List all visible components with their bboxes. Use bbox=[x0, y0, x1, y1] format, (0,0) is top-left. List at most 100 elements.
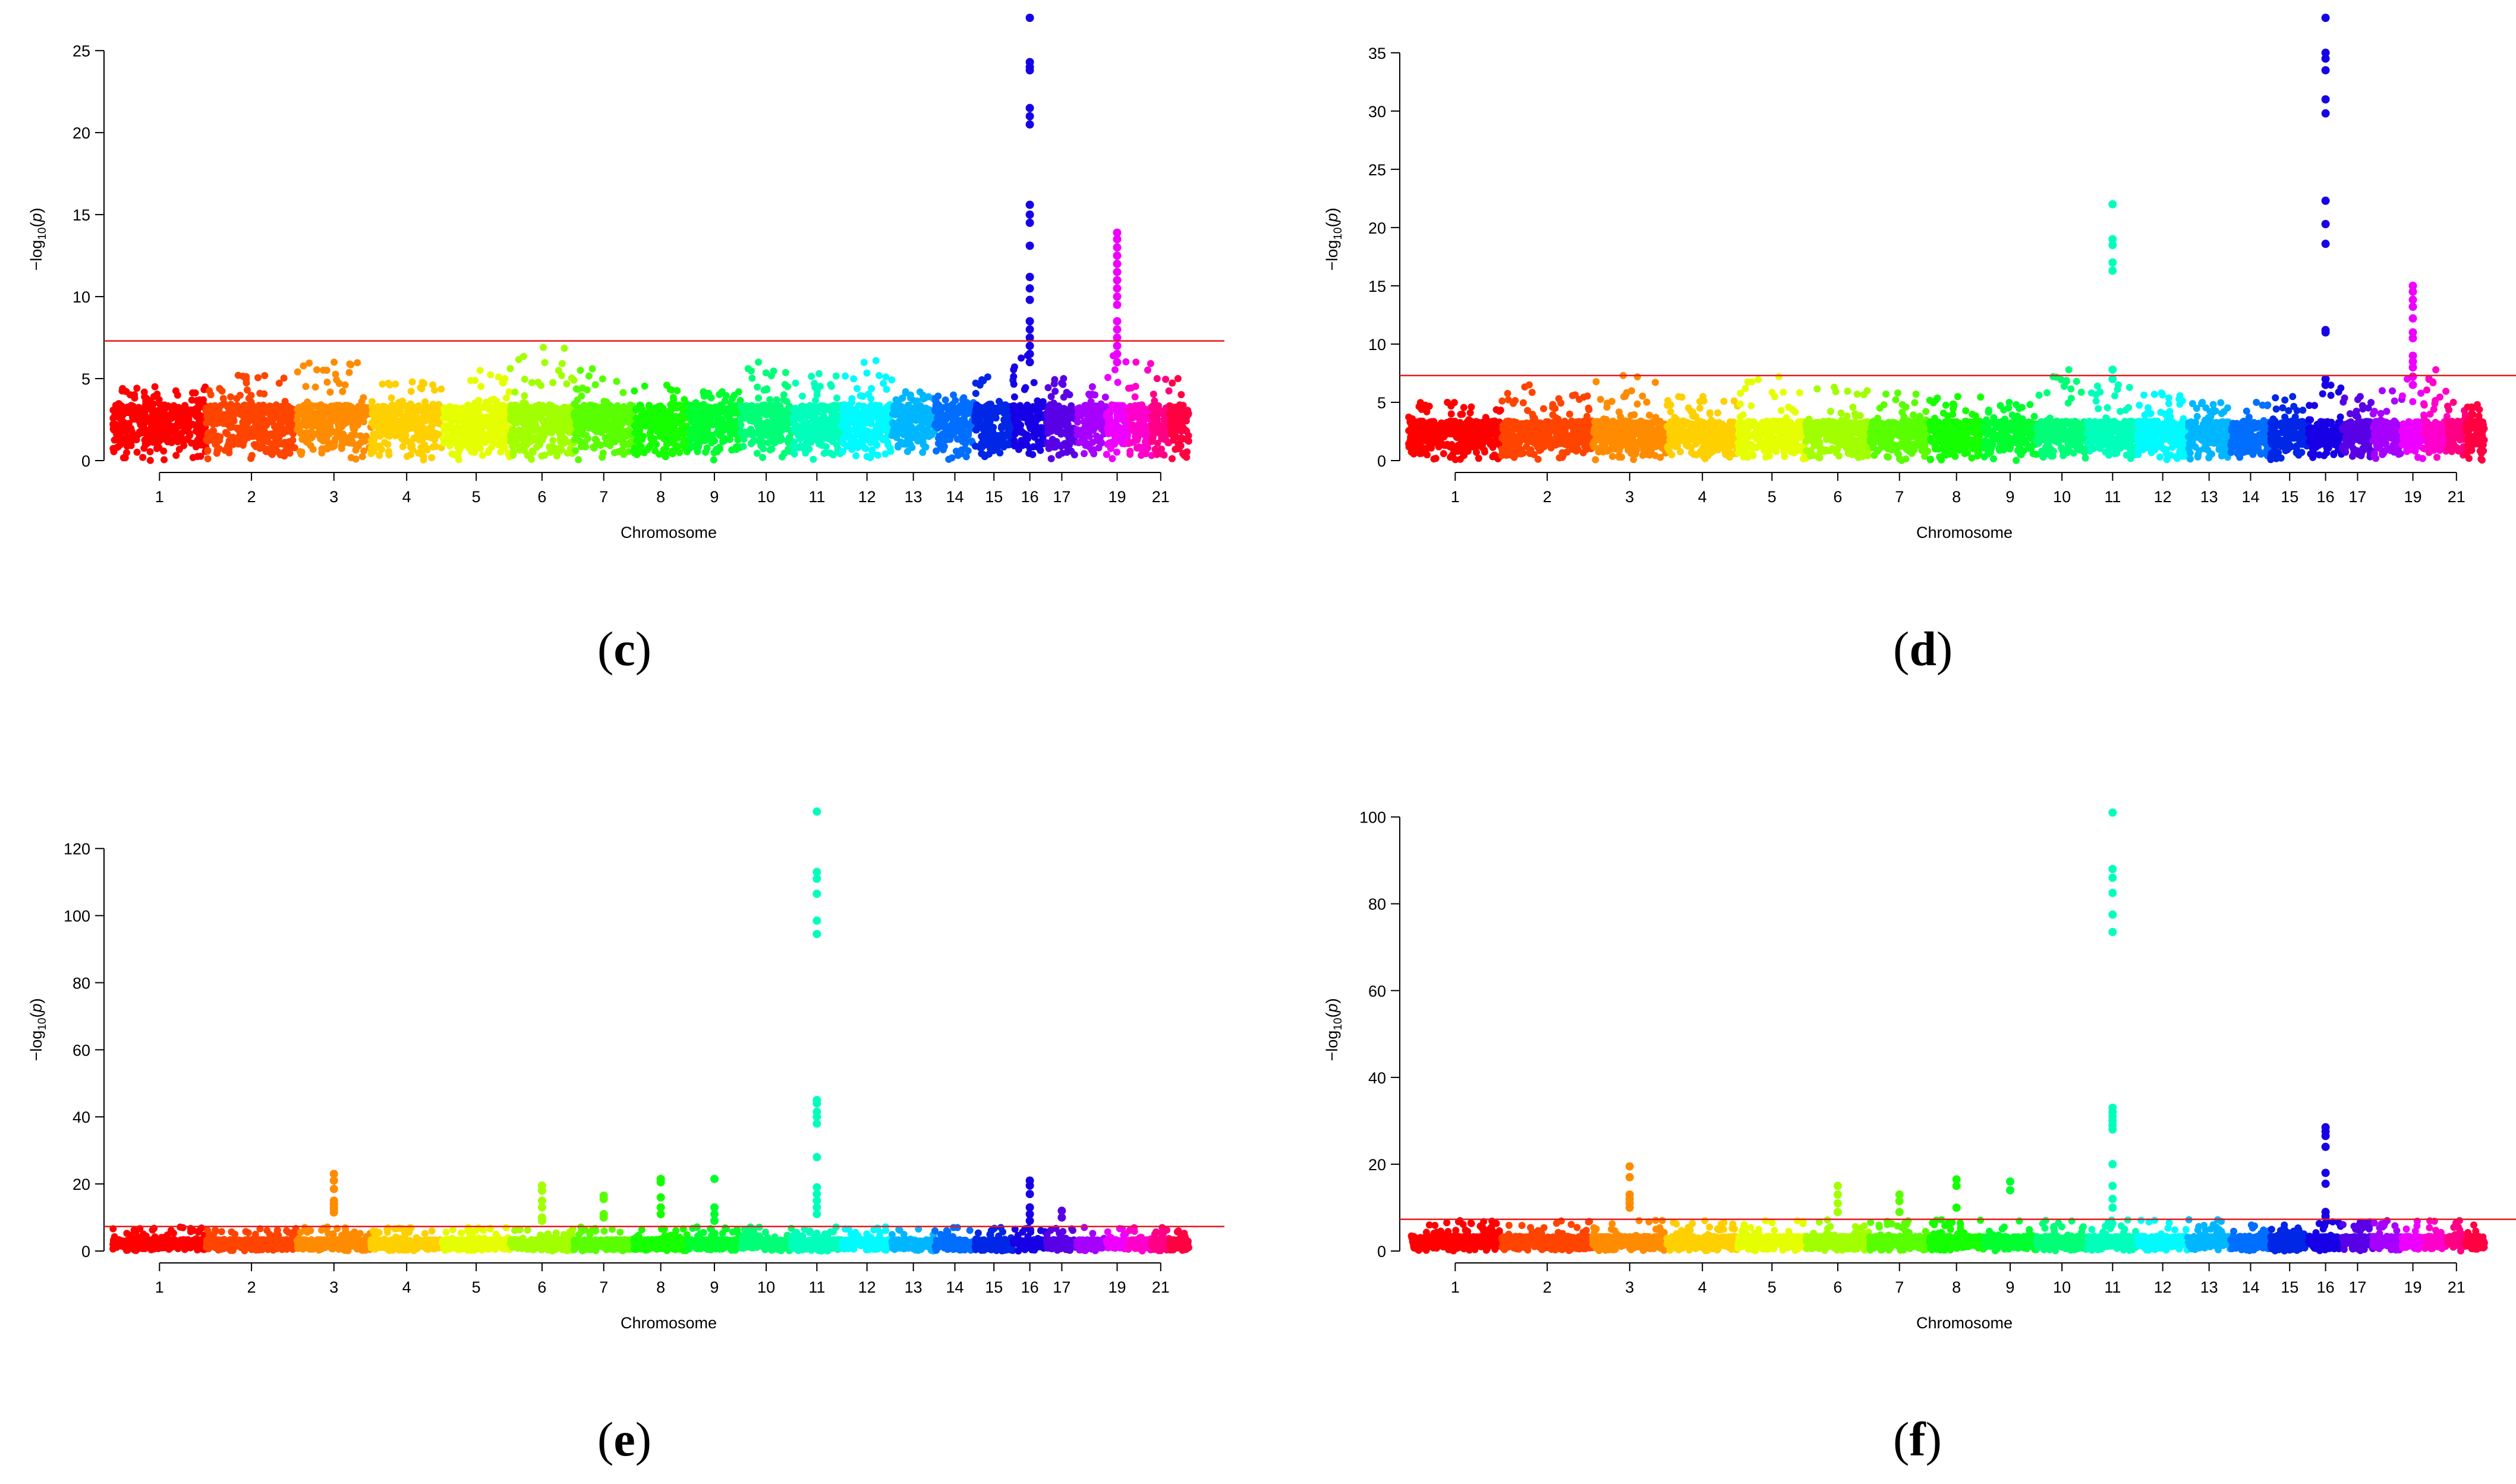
data-point bbox=[953, 435, 961, 443]
data-point bbox=[730, 425, 738, 433]
data-point bbox=[719, 415, 726, 423]
data-point bbox=[477, 383, 485, 390]
data-point bbox=[194, 453, 201, 461]
data-point bbox=[264, 438, 272, 446]
data-point bbox=[193, 397, 200, 404]
data-point bbox=[537, 382, 545, 389]
data-point bbox=[1108, 401, 1116, 409]
data-point bbox=[225, 421, 233, 429]
data-point bbox=[385, 451, 393, 459]
data-point bbox=[244, 430, 251, 437]
data-point bbox=[399, 430, 407, 438]
data-point bbox=[367, 450, 375, 458]
data-point bbox=[744, 404, 751, 412]
y-tick-label: 5 bbox=[1377, 394, 1386, 412]
data-point bbox=[209, 434, 216, 442]
data-point bbox=[1063, 449, 1070, 456]
data-point bbox=[833, 394, 840, 402]
data-point bbox=[280, 374, 288, 382]
data-point bbox=[571, 410, 579, 418]
data-point bbox=[591, 381, 599, 389]
x-tick-label: 17 bbox=[1053, 488, 1070, 506]
data-point bbox=[1144, 366, 1151, 374]
data-point bbox=[521, 392, 528, 399]
data-point bbox=[939, 423, 947, 430]
data-point bbox=[126, 391, 134, 399]
data-point bbox=[165, 424, 172, 431]
data-point bbox=[506, 365, 514, 373]
peak-point bbox=[1025, 284, 1034, 293]
data-point bbox=[533, 402, 540, 410]
data-point bbox=[121, 454, 129, 462]
data-point bbox=[275, 379, 283, 387]
manhattan-panel-d: 0 5 10 15 20 25 30 35 −log10(p) 1 2 3 4 5 6 7 8 9 10 11 12 13… bbox=[1296, 0, 2516, 559]
data-point bbox=[404, 412, 411, 419]
data-point bbox=[512, 439, 520, 446]
data-point bbox=[505, 388, 513, 396]
data-point bbox=[1138, 430, 1145, 437]
data-point bbox=[360, 447, 368, 455]
data-point bbox=[1174, 375, 1182, 382]
data-point bbox=[751, 437, 758, 445]
data-point bbox=[1183, 453, 1191, 461]
data-point bbox=[467, 430, 474, 437]
data-point bbox=[370, 430, 377, 437]
data-point bbox=[348, 431, 355, 439]
data-point bbox=[499, 404, 506, 411]
data-point bbox=[1088, 383, 1096, 390]
data-point bbox=[244, 386, 251, 394]
data-point bbox=[225, 449, 233, 456]
data-point bbox=[986, 434, 994, 442]
data-point bbox=[579, 418, 587, 426]
data-point bbox=[1125, 440, 1132, 448]
data-point bbox=[867, 418, 875, 426]
data-point bbox=[427, 412, 434, 420]
data-point bbox=[437, 385, 445, 393]
data-point bbox=[966, 404, 973, 411]
data-point bbox=[791, 404, 799, 412]
data-point bbox=[901, 407, 909, 414]
data-point bbox=[1090, 450, 1098, 458]
data-point bbox=[763, 428, 771, 436]
peak-point bbox=[1025, 241, 1034, 250]
y-tick-label: 15 bbox=[73, 206, 90, 224]
data-point bbox=[860, 402, 868, 410]
data-point bbox=[1047, 409, 1055, 417]
data-point bbox=[348, 437, 356, 445]
data-point bbox=[1081, 450, 1088, 458]
data-point bbox=[143, 395, 150, 402]
data-point bbox=[593, 428, 600, 436]
data-point bbox=[284, 419, 292, 426]
data-point bbox=[815, 370, 823, 377]
data-point bbox=[964, 447, 972, 455]
data-point bbox=[916, 388, 924, 396]
data-point bbox=[248, 433, 256, 440]
y-axis-label: −log10(p) bbox=[27, 208, 49, 271]
data-point bbox=[871, 401, 879, 409]
data-point bbox=[549, 379, 557, 386]
data-point bbox=[382, 424, 390, 432]
data-point bbox=[1025, 449, 1033, 457]
data-point bbox=[1132, 358, 1140, 366]
data-point bbox=[729, 395, 736, 402]
data-point bbox=[1113, 448, 1121, 456]
data-point bbox=[358, 453, 366, 461]
data-point bbox=[153, 412, 161, 420]
x-tick-label: 6 bbox=[537, 488, 546, 506]
data-point bbox=[489, 423, 497, 431]
peak-point bbox=[1113, 276, 1122, 285]
data-point bbox=[178, 429, 185, 437]
x-tick-label: 1 bbox=[155, 488, 164, 506]
data-point bbox=[510, 418, 518, 426]
data-point bbox=[459, 430, 467, 437]
data-point bbox=[1177, 391, 1185, 398]
data-point bbox=[1023, 415, 1031, 423]
data-point bbox=[476, 441, 483, 449]
data-point bbox=[1114, 379, 1122, 386]
x-tick-label: 16 bbox=[1021, 488, 1039, 506]
data-point bbox=[990, 447, 997, 455]
data-point bbox=[112, 420, 119, 428]
data-point bbox=[1138, 401, 1146, 409]
peak-point bbox=[1025, 273, 1034, 281]
data-point bbox=[357, 432, 364, 440]
